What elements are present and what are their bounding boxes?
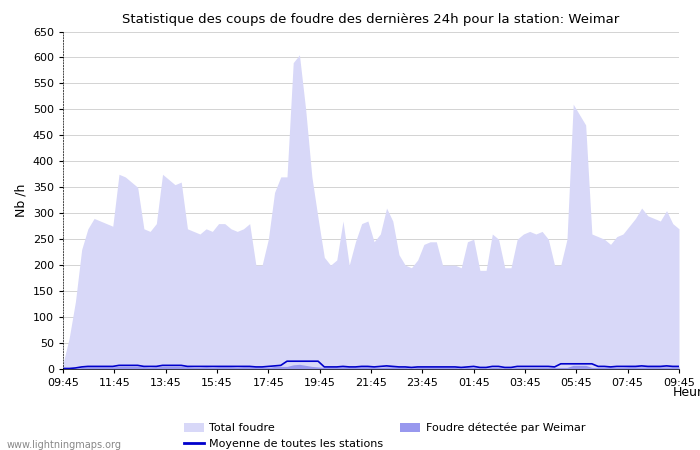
Legend: Total foudre, Moyenne de toutes les stations, Foudre détectée par Weimar: Total foudre, Moyenne de toutes les stat… (179, 418, 589, 450)
Text: www.lightningmaps.org: www.lightningmaps.org (7, 440, 122, 450)
Title: Statistique des coups de foudre des dernières 24h pour la station: Weimar: Statistique des coups de foudre des dern… (122, 13, 620, 26)
Y-axis label: Nb /h: Nb /h (14, 184, 27, 217)
X-axis label: Heure: Heure (673, 386, 700, 399)
